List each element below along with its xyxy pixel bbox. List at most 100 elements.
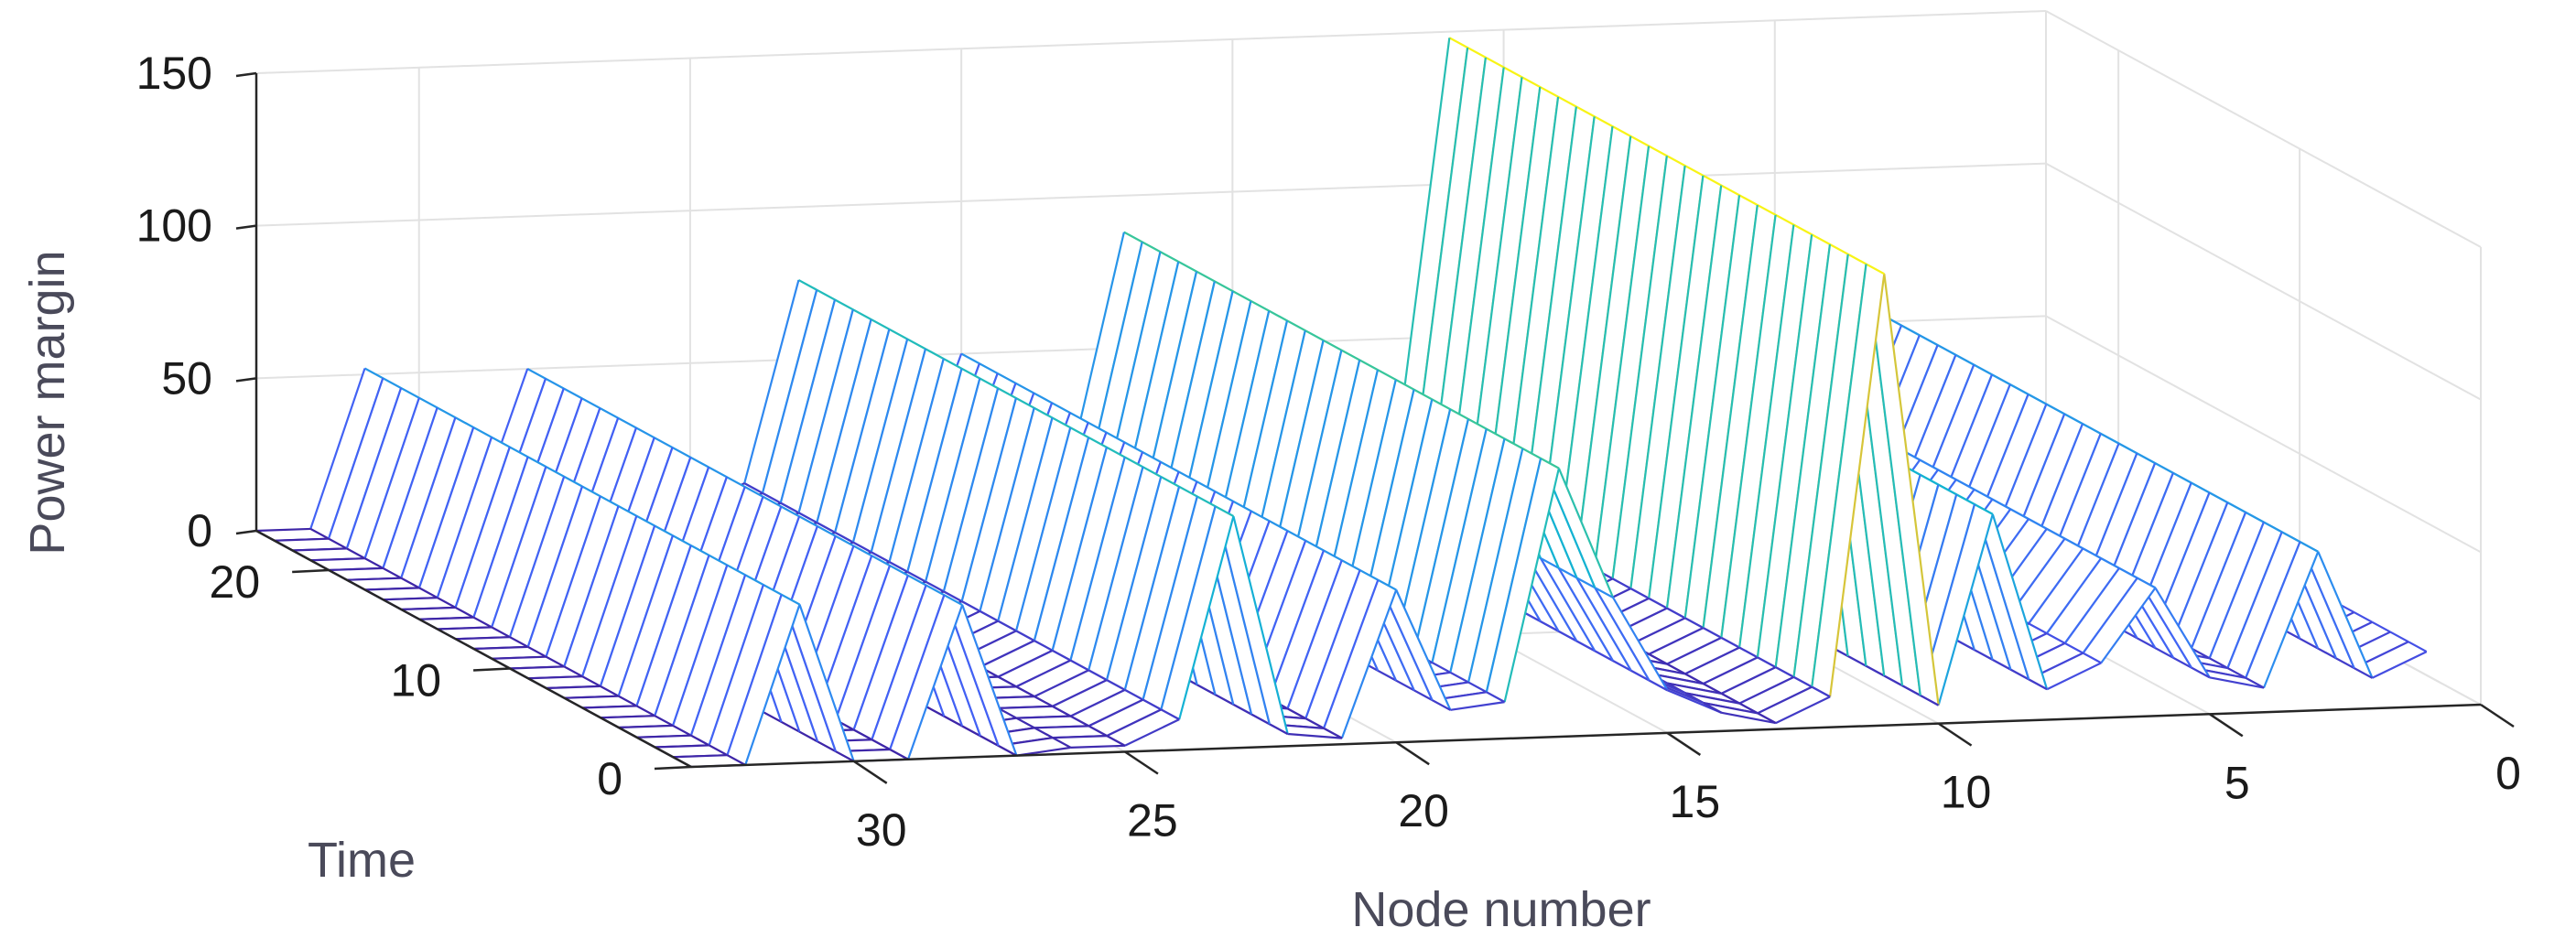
mesh-face [1324, 579, 1397, 739]
mesh-line [526, 368, 547, 380]
mesh-face [1522, 548, 1596, 652]
mesh-line [618, 695, 638, 707]
mesh-line [2063, 567, 2120, 644]
mesh-line [1015, 659, 1071, 688]
mesh-line [1756, 234, 1813, 658]
z-tick-label: 50 [161, 352, 212, 404]
mesh-face [564, 696, 637, 708]
mesh-line [709, 554, 728, 566]
mesh-line [363, 397, 420, 559]
mesh-line [1521, 448, 1542, 459]
mesh-face [798, 309, 871, 523]
mesh-face [998, 650, 1071, 687]
mesh-line [310, 557, 365, 562]
mesh-line [816, 288, 836, 301]
mesh-line [2317, 647, 2337, 660]
mesh-line [472, 456, 529, 619]
mesh-line [383, 597, 438, 601]
mesh-line [1775, 696, 1831, 725]
mesh-face [1866, 264, 1939, 706]
z-tick-mark [235, 529, 257, 535]
mesh-line [1738, 702, 1759, 715]
mesh-line [1720, 666, 1777, 695]
mesh-face [401, 607, 474, 620]
mesh-line [363, 367, 384, 380]
mesh-line [1286, 559, 1343, 709]
mesh-line [743, 482, 763, 494]
mesh-line [1847, 253, 1867, 265]
mesh-line [510, 665, 565, 670]
mesh-line [943, 715, 963, 728]
mesh-line [1738, 675, 1794, 705]
mesh-line [1052, 737, 1072, 749]
mesh-line [1503, 66, 1523, 79]
mesh-line [1611, 125, 1631, 137]
mesh-face [944, 595, 1017, 756]
mesh-line [925, 584, 945, 597]
mesh-line [1395, 679, 1415, 692]
mesh-line [1177, 260, 1197, 273]
mesh-line [2281, 531, 2301, 544]
mesh-face [744, 280, 817, 493]
mesh-line [1666, 607, 1686, 620]
mesh-line [382, 377, 402, 390]
mesh-line [998, 705, 1053, 710]
mesh-line [1033, 392, 1053, 404]
mesh-face [1703, 703, 1776, 724]
mesh-line [1070, 744, 1125, 749]
node-tick-mark [1666, 731, 1702, 756]
text-layer: Power margin Time Node number [20, 250, 1651, 937]
mesh-face [2209, 522, 2282, 669]
mesh-line [2335, 657, 2355, 670]
mesh-line [762, 495, 782, 508]
mesh-line [2009, 508, 2029, 521]
mesh-face [961, 398, 1034, 611]
mesh-line [979, 407, 1035, 612]
mesh-line [689, 456, 709, 469]
mesh-line [2317, 551, 2374, 679]
mesh-line [527, 645, 547, 658]
mesh-line [1160, 460, 1180, 473]
mesh-line [1106, 708, 1162, 738]
mesh-line [1359, 569, 1379, 581]
mesh-line [780, 501, 800, 514]
mesh-line [889, 749, 909, 760]
mesh-line [961, 367, 980, 380]
mesh-line [436, 437, 493, 599]
mesh-line [455, 606, 474, 619]
mesh-line [545, 377, 565, 390]
mesh-face [871, 349, 944, 563]
mesh-face [256, 528, 329, 541]
mesh-line [1178, 485, 1198, 498]
mesh-face [1359, 389, 1433, 633]
mesh-line [1214, 491, 1234, 502]
mesh-face [1649, 673, 1722, 694]
node-tick-label: 25 [1127, 795, 1178, 847]
mesh-line [980, 640, 1035, 668]
mesh-line [1811, 264, 1867, 687]
mesh-line [1412, 418, 1469, 653]
mesh-face [890, 595, 963, 760]
mesh-face [1287, 560, 1360, 719]
mesh-line [1684, 165, 1704, 177]
mesh-line [1629, 135, 1650, 147]
mesh-face [1413, 418, 1487, 663]
mesh-line [1757, 685, 1813, 715]
mesh-line [889, 594, 946, 750]
node-tick-mark [1124, 750, 1159, 775]
mesh-face [1378, 579, 1451, 710]
mesh-face [546, 685, 619, 698]
mesh-line [581, 485, 601, 498]
mesh-face [292, 548, 365, 561]
mesh-line [654, 715, 674, 727]
mesh-line [1937, 469, 1957, 481]
mesh-face [1975, 504, 2048, 690]
mesh-line [599, 407, 619, 419]
time-tick-mark [473, 667, 511, 672]
mesh-line [2118, 442, 2138, 455]
mesh-line [1287, 707, 1306, 720]
mesh-line [2299, 541, 2319, 553]
mesh-face [1468, 448, 1542, 693]
mesh-line [1792, 675, 1813, 688]
side-wall-gridline [2045, 10, 2482, 248]
